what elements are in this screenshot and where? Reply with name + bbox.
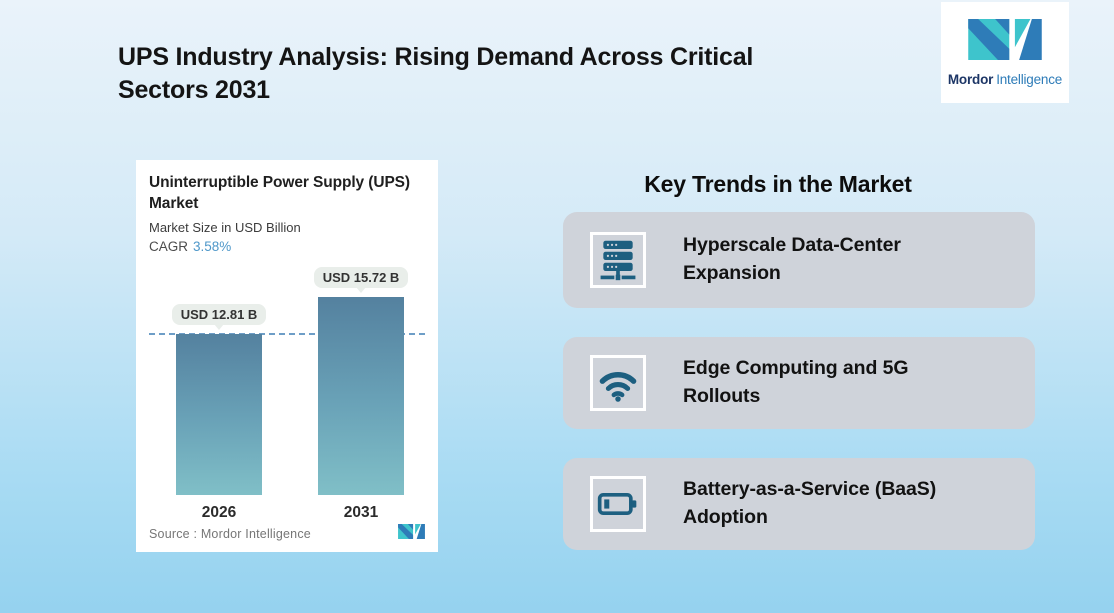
reference-dashed-line xyxy=(149,333,425,335)
bar-chart: USD 12.81 B 2026 USD 15.72 B 2031 xyxy=(149,255,425,521)
trend-card-hyperscale: Hyperscale Data-Center Expansion xyxy=(563,212,1035,308)
data-label-badge-2026: USD 12.81 B xyxy=(171,304,267,325)
chart-header: Uninterruptible Power Supply (UPS) Marke… xyxy=(136,160,438,254)
trend-label-baas: Battery-as-a-Service (BaaS) Adoption xyxy=(683,478,937,528)
trend-label-hyperscale: Hyperscale Data-Center Expansion xyxy=(683,234,901,284)
bar-group-2031: USD 15.72 B 2031 xyxy=(313,255,409,521)
trend-label-edge-5g: Edge Computing and 5G Rollouts xyxy=(683,357,909,407)
chart-cagr-row: CAGR 3.58% xyxy=(149,239,425,254)
page-title-line2: Sectors 2031 xyxy=(118,76,270,104)
bar-2026 xyxy=(176,334,262,495)
server-rack-icon xyxy=(590,232,646,288)
x-axis-label-2026: 2026 xyxy=(201,504,237,521)
mordor-intelligence-mini-logo-icon xyxy=(398,524,425,544)
x-axis-label-2031: 2031 xyxy=(343,504,379,521)
bar-group-2026: USD 12.81 B 2026 xyxy=(171,255,267,521)
trends-heading: Key Trends in the Market xyxy=(644,171,912,197)
data-label-badge-2031: USD 15.72 B xyxy=(313,267,409,288)
mordor-intelligence-logo-icon xyxy=(968,18,1042,65)
chart-source-row: Source : Mordor Intelligence xyxy=(149,524,425,544)
brand-name-light: Intelligence xyxy=(996,71,1063,87)
chart-card: Uninterruptible Power Supply (UPS) Marke… xyxy=(136,160,438,552)
page-title-line1: UPS Industry Analysis: Rising Demand Acr… xyxy=(118,43,754,71)
battery-icon xyxy=(590,476,646,532)
brand-logo-text: Mordor Intelligence xyxy=(948,72,1062,87)
wifi-icon xyxy=(590,355,646,411)
source-label: Source : Mordor Intelligence xyxy=(149,527,311,541)
trend-card-edge-5g: Edge Computing and 5G Rollouts xyxy=(563,337,1035,429)
cagr-value: 3.58% xyxy=(193,238,232,254)
chart-title: Uninterruptible Power Supply (UPS) Marke… xyxy=(149,174,410,212)
trend-card-baas: Battery-as-a-Service (BaaS) Adoption xyxy=(563,458,1035,550)
bar-2031 xyxy=(318,297,404,495)
brand-name-bold: Mordor xyxy=(947,71,994,87)
page-title: UPS Industry Analysis: Rising Demand Acr… xyxy=(118,41,918,107)
chart-subtitle: Market Size in USD Billion xyxy=(149,219,301,235)
brand-logo: Mordor Intelligence xyxy=(941,2,1069,103)
cagr-label: CAGR xyxy=(149,238,189,254)
